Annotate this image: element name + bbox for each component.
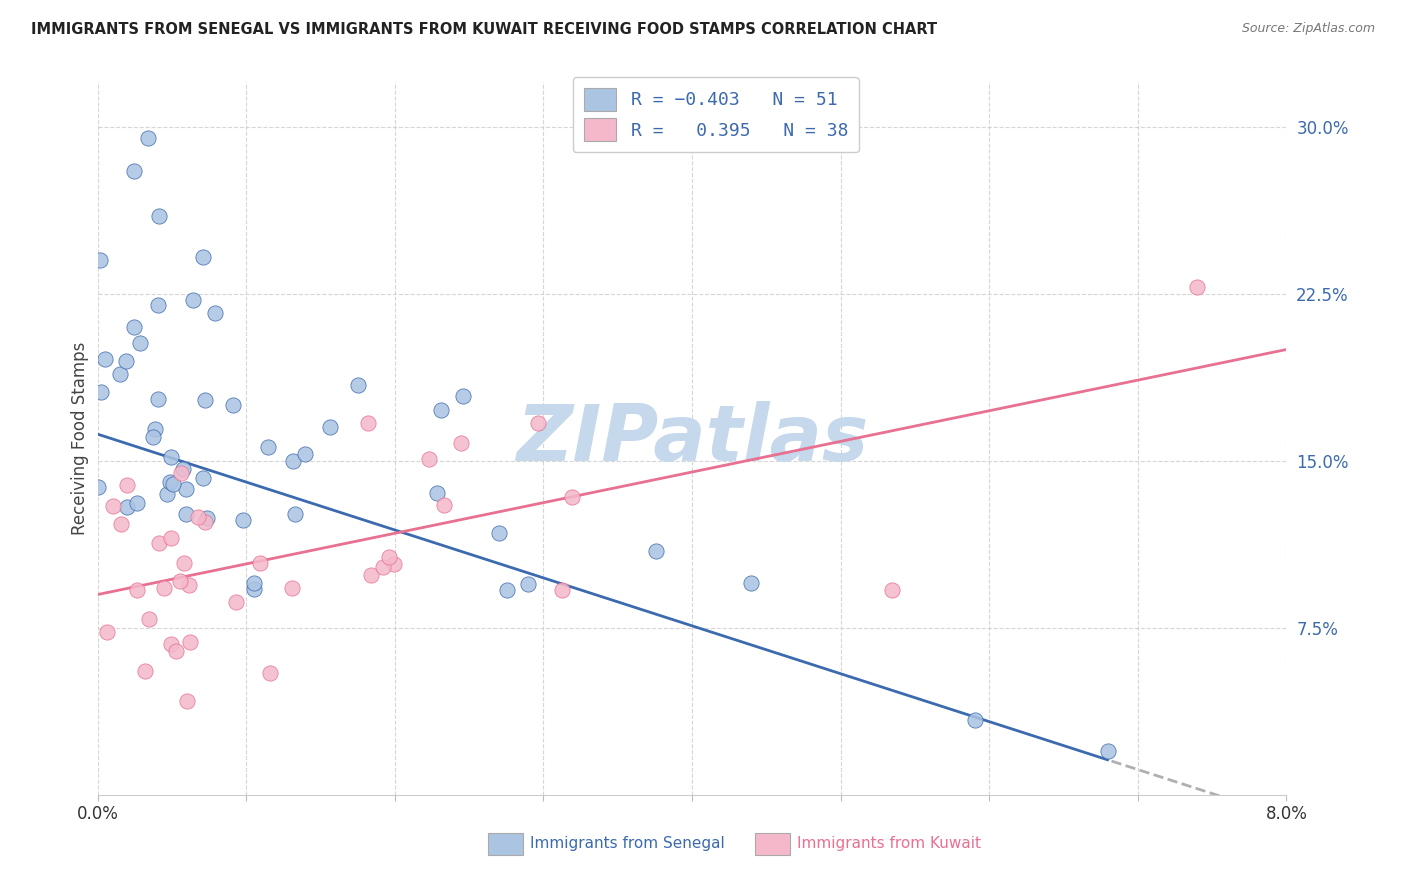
Point	[371, 560, 394, 574]
Point	[195, 511, 218, 525]
Point	[108, 367, 131, 381]
Point	[124, 319, 146, 334]
Point	[103, 499, 125, 513]
Point	[142, 429, 165, 443]
Point	[159, 637, 181, 651]
Point	[172, 462, 194, 476]
Point	[89, 253, 111, 268]
Point	[90, 385, 112, 400]
Point	[377, 549, 399, 564]
Point	[360, 568, 382, 582]
Point	[418, 452, 440, 467]
Text: IMMIGRANTS FROM SENEGAL VS IMMIGRANTS FROM KUWAIT RECEIVING FOOD STAMPS CORRELAT: IMMIGRANTS FROM SENEGAL VS IMMIGRANTS FR…	[31, 22, 936, 37]
Text: ZIPatlas: ZIPatlas	[516, 401, 868, 476]
Point	[430, 402, 453, 417]
Point	[551, 583, 574, 598]
Point	[294, 447, 316, 461]
Point	[495, 583, 517, 598]
Point	[138, 612, 160, 626]
Point	[114, 354, 136, 368]
Point	[87, 480, 110, 494]
Point	[143, 422, 166, 436]
Point	[173, 556, 195, 570]
Point	[152, 581, 174, 595]
Point	[115, 478, 138, 492]
Point	[181, 293, 204, 307]
Point	[93, 351, 115, 366]
Point	[179, 578, 201, 592]
Point	[243, 576, 266, 591]
Point	[1187, 280, 1209, 294]
Point	[249, 556, 271, 570]
Point	[1097, 743, 1119, 757]
Point	[516, 577, 538, 591]
Point	[526, 416, 548, 430]
Point	[645, 544, 668, 558]
Text: Source: ZipAtlas.com: Source: ZipAtlas.com	[1241, 22, 1375, 36]
Point	[155, 487, 177, 501]
Point	[193, 471, 215, 485]
Point	[283, 454, 305, 468]
Point	[193, 250, 215, 264]
Point	[232, 513, 254, 527]
Text: Immigrants from Kuwait: Immigrants from Kuwait	[797, 836, 981, 851]
Point	[160, 450, 183, 464]
Point	[347, 378, 370, 392]
Text: Immigrants from Senegal: Immigrants from Senegal	[530, 836, 725, 851]
Point	[281, 581, 304, 595]
Point	[148, 209, 170, 223]
Point	[115, 500, 138, 515]
Point	[222, 398, 245, 412]
Point	[122, 164, 145, 178]
Point	[382, 557, 405, 571]
Point	[170, 467, 193, 481]
Point	[146, 392, 169, 407]
Point	[433, 499, 456, 513]
Point	[256, 440, 278, 454]
Point	[319, 420, 342, 434]
Point	[125, 582, 148, 597]
Point	[561, 490, 583, 504]
Point	[165, 644, 187, 658]
Point	[162, 476, 184, 491]
Y-axis label: Receiving Food Stamps: Receiving Food Stamps	[72, 342, 89, 535]
Point	[187, 509, 209, 524]
Point	[146, 298, 169, 312]
Point	[965, 713, 987, 727]
Point	[125, 496, 148, 510]
Point	[160, 531, 183, 545]
Point	[357, 416, 380, 430]
Point	[176, 694, 198, 708]
Point	[174, 482, 197, 496]
Point	[179, 635, 201, 649]
Point	[426, 486, 449, 500]
Point	[450, 435, 472, 450]
Point	[259, 665, 281, 680]
Point	[284, 507, 307, 521]
Point	[488, 526, 510, 541]
Point	[243, 582, 266, 596]
Point	[159, 475, 181, 489]
Point	[96, 624, 118, 639]
Point	[194, 515, 217, 529]
Point	[194, 393, 217, 408]
Point	[174, 507, 197, 521]
Point	[204, 306, 226, 320]
Point	[110, 516, 132, 531]
Point	[128, 336, 150, 351]
Point	[451, 389, 474, 403]
Legend: R = −0.403   N = 51, R =   0.395   N = 38: R = −0.403 N = 51, R = 0.395 N = 38	[572, 77, 859, 153]
Point	[740, 576, 762, 591]
Point	[225, 595, 247, 609]
Point	[148, 536, 170, 550]
Point	[169, 574, 191, 589]
Point	[136, 131, 159, 145]
Point	[880, 583, 903, 598]
Point	[134, 665, 156, 679]
